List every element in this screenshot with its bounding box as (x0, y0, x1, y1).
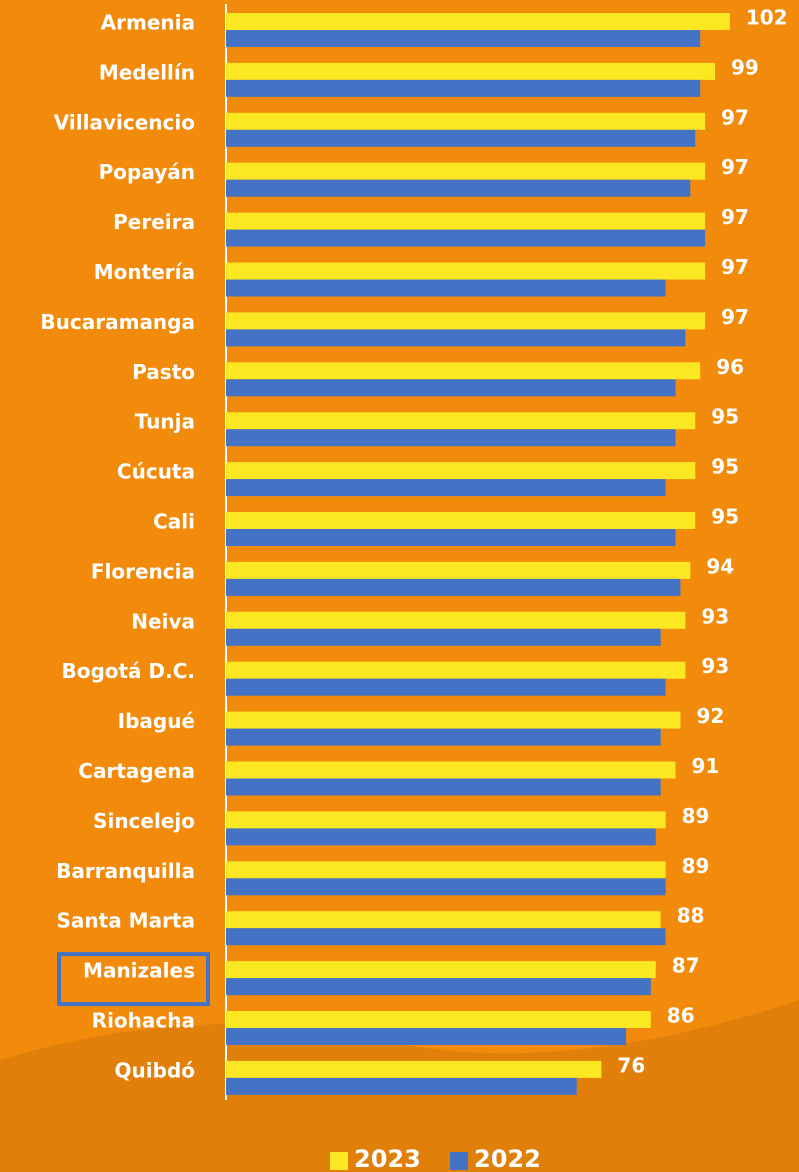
bar (226, 162, 706, 180)
bar (226, 961, 656, 979)
value-label: 89 (682, 854, 710, 878)
category-label: Neiva (131, 609, 195, 633)
value-label: 95 (711, 455, 739, 479)
bar (226, 462, 696, 480)
category-label: Cali (153, 510, 195, 534)
category-label: Santa Marta (57, 909, 195, 933)
value-label: 89 (682, 804, 710, 828)
bar (226, 661, 686, 679)
bar (226, 512, 696, 529)
category-label: Barranquilla (56, 859, 195, 883)
bar (226, 978, 651, 996)
bar (226, 1028, 627, 1045)
bar (226, 429, 676, 447)
category-label: Bucaramanga (40, 310, 195, 334)
bar (226, 878, 666, 896)
bar (226, 30, 701, 47)
bar (226, 279, 666, 297)
bar (226, 678, 666, 696)
bar (226, 628, 661, 646)
category-label: Quibdó (115, 1058, 195, 1082)
legend-label: 2022 (474, 1145, 541, 1172)
category-label: Pereira (113, 210, 195, 234)
category-label: Armenia (101, 11, 195, 35)
value-label: 96 (716, 355, 744, 379)
value-label: 95 (711, 405, 739, 429)
bar (226, 861, 666, 879)
bar (226, 62, 716, 80)
bar (226, 179, 691, 197)
category-label: Bogotá D.C. (61, 659, 195, 683)
category-label: Florencia (91, 559, 195, 583)
bar (226, 79, 701, 97)
value-label: 95 (711, 505, 739, 529)
value-label: 93 (701, 654, 729, 678)
category-label: Riohacha (92, 1009, 195, 1033)
value-label: 93 (701, 604, 729, 628)
bar (226, 561, 691, 579)
category-label: Cartagena (78, 759, 195, 783)
bar (226, 379, 676, 397)
category-label: Ibagué (118, 709, 195, 733)
bar (226, 928, 666, 946)
category-label: Cúcuta (117, 460, 195, 484)
bar (226, 312, 706, 330)
bar (226, 728, 661, 746)
value-label: 97 (721, 155, 749, 179)
category-label: Montería (94, 260, 195, 284)
bar (226, 13, 730, 30)
bar (226, 362, 701, 380)
value-label: 97 (721, 255, 749, 279)
bar (226, 811, 666, 829)
bar (226, 778, 661, 796)
legend-label: 2023 (354, 1145, 421, 1172)
highlight-box (57, 952, 210, 1007)
value-label: 97 (721, 105, 749, 129)
bar (226, 1011, 651, 1028)
value-label: 86 (667, 1004, 695, 1028)
bar (226, 1077, 577, 1095)
bar (226, 479, 666, 497)
bar (226, 828, 656, 846)
value-label: 88 (677, 904, 705, 928)
bar (226, 129, 696, 147)
bar (226, 611, 686, 629)
bar (226, 711, 681, 729)
category-label: Pasto (132, 360, 195, 384)
value-label: 76 (617, 1053, 645, 1077)
value-label: 97 (721, 205, 749, 229)
category-label: Medellín (99, 60, 195, 84)
bar (226, 229, 706, 247)
bar (226, 262, 706, 280)
value-label: 91 (692, 754, 720, 778)
bar (226, 578, 681, 596)
value-label: 99 (731, 55, 759, 79)
bar (226, 329, 686, 347)
category-label: Sincelejo (93, 809, 195, 833)
bar (226, 761, 676, 779)
bar (226, 212, 706, 230)
category-label: Tunja (135, 410, 195, 434)
legend-swatch (330, 1152, 348, 1170)
value-label: 87 (672, 954, 700, 978)
bar (226, 529, 676, 546)
bar (226, 1060, 602, 1078)
category-label: Manizales (83, 959, 195, 983)
legend-swatch (450, 1152, 468, 1170)
value-label: 92 (696, 704, 724, 728)
category-label: Villavicencio (54, 110, 195, 134)
value-label: 94 (706, 554, 734, 578)
value-label: 97 (721, 305, 749, 329)
bar (226, 112, 706, 130)
bar (226, 412, 696, 430)
bar (226, 911, 661, 929)
value-label: 102 (746, 6, 788, 30)
category-label: Popayán (99, 160, 195, 184)
